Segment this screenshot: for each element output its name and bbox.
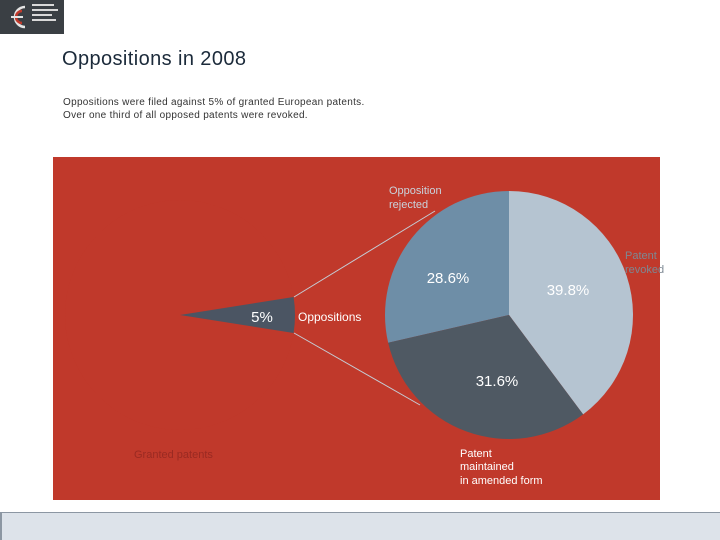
rejected-slice [384, 190, 509, 343]
subtitle-line-2: Over one third of all opposed patents we… [63, 110, 308, 121]
subtitle-line-1: Oppositions were filed against 5% of gra… [63, 97, 365, 108]
rejected-category-label: Opposition rejected [389, 185, 442, 211]
page-title: Oppositions in 2008 [62, 48, 247, 70]
logo-wordmark [32, 4, 62, 24]
maintained-category-label: Patent maintained in amended form [460, 448, 543, 487]
granted-patents-slice [65, 200, 294, 430]
maintained-slice [388, 315, 584, 439]
granted-patents-label: Granted patents [134, 449, 213, 461]
connector-line-bottom [293, 332, 421, 406]
rejected-pct-label: 28.6% [427, 270, 470, 287]
maintained-pct-label: 31.6% [476, 373, 519, 390]
revoked-slice [509, 191, 633, 415]
oppositions-label: Oppositions [298, 310, 361, 324]
oppositions-pct-label: 5% [251, 309, 273, 326]
oppositions-slice [180, 297, 295, 333]
footer-bar [0, 512, 720, 540]
revoked-category-label: Patent revoked [625, 250, 664, 276]
page-subtitle: Oppositions were filed against 5% of gra… [63, 96, 365, 122]
epo-logo-icon [11, 5, 26, 29]
footer-divider [0, 512, 2, 540]
revoked-pct-label: 39.8% [547, 282, 590, 299]
connector-line-top [293, 210, 436, 298]
epo-logo [0, 0, 64, 34]
